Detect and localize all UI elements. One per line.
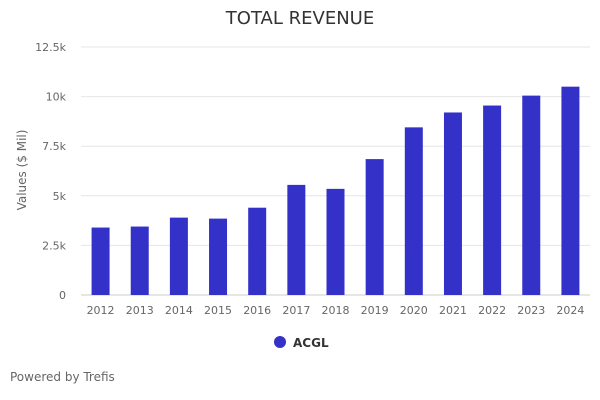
bar-2013[interactable] — [130, 226, 149, 295]
footer-credit: Powered by Trefis — [10, 370, 115, 384]
bar-series — [91, 86, 580, 296]
bar-2018[interactable] — [326, 188, 345, 295]
x-tick-label: 2017 — [282, 304, 310, 317]
y-tick-label: 0 — [59, 289, 66, 302]
x-tick-label: 2015 — [204, 304, 232, 317]
x-tick-label: 2019 — [361, 304, 389, 317]
y-axis-title: Values ($ Mil) — [15, 130, 29, 211]
chart-title: TOTAL REVENUE — [225, 8, 374, 29]
legend[interactable]: ACGL — [274, 336, 329, 350]
x-tick-label: 2024 — [556, 304, 584, 317]
bar-2019[interactable] — [365, 159, 384, 295]
x-tick-label: 2023 — [517, 304, 545, 317]
bar-2023[interactable] — [522, 95, 541, 295]
x-tick-label: 2018 — [322, 304, 350, 317]
x-tick-label: 2020 — [400, 304, 428, 317]
x-tick-label: 2021 — [439, 304, 467, 317]
bar-2015[interactable] — [209, 218, 228, 295]
bar-2024[interactable] — [561, 86, 580, 296]
x-tick-label: 2016 — [243, 304, 271, 317]
y-axis-ticks: 0 2.5k 5k 7.5k 10k 12.5k — [35, 41, 66, 302]
x-axis-ticks: 2012 2013 2014 2015 2016 2017 2018 2019 2020 2021… — [87, 304, 585, 317]
bar-2021[interactable] — [443, 112, 462, 295]
x-tick-label: 2022 — [478, 304, 506, 317]
legend-label[interactable]: ACGL — [293, 336, 329, 350]
y-tick-label: 10k — [46, 91, 67, 104]
x-tick-label: 2012 — [87, 304, 115, 317]
bar-2020[interactable] — [404, 127, 423, 296]
x-tick-label: 2014 — [165, 304, 193, 317]
bar-2022[interactable] — [483, 105, 502, 295]
bar-2014[interactable] — [169, 217, 188, 295]
y-tick-label: 5k — [53, 190, 67, 203]
bar-2016[interactable] — [248, 207, 267, 295]
bar-2017[interactable] — [287, 184, 306, 295]
bar-2012[interactable] — [91, 227, 110, 295]
x-tick-label: 2013 — [126, 304, 154, 317]
legend-marker-icon[interactable] — [274, 336, 286, 348]
y-tick-label: 2.5k — [42, 239, 66, 252]
y-tick-label: 7.5k — [42, 140, 66, 153]
y-tick-label: 12.5k — [35, 41, 66, 54]
